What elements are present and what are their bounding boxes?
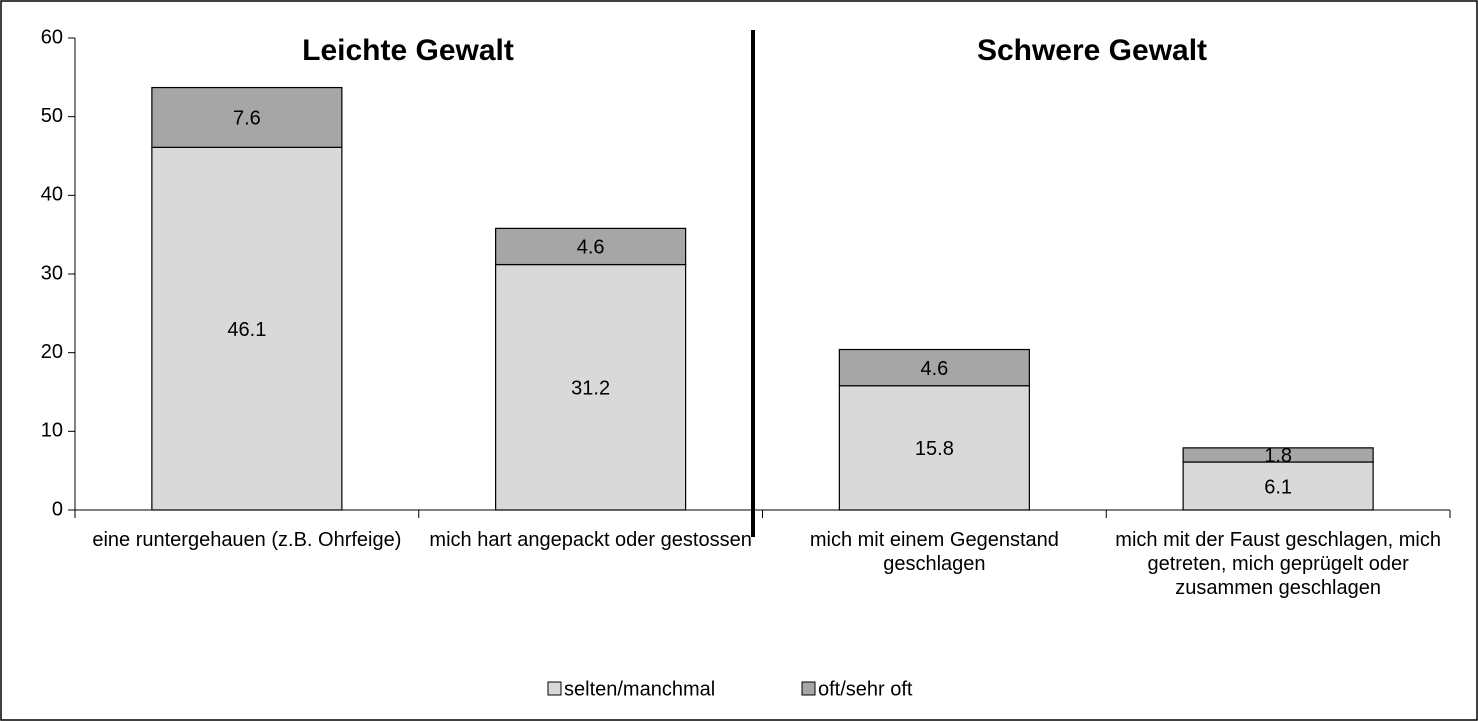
x-tick-label: eine runtergehauen (z.B. Ohrfeige) bbox=[92, 529, 402, 551]
x-tick-label: mich mit einem Gegenstand geschlagen bbox=[809, 529, 1059, 575]
x-tick-label: mich hart angepackt oder gestossen bbox=[429, 529, 752, 551]
data-label: 7.6 bbox=[233, 108, 261, 130]
y-tick-label: 50 bbox=[41, 105, 63, 127]
y-tick-label: 0 bbox=[52, 498, 63, 520]
annotation: Schwere Gewalt bbox=[977, 34, 1207, 67]
legend-label: selten/manchmal bbox=[564, 678, 715, 700]
legend-marker bbox=[801, 681, 816, 696]
data-label: 1.8 bbox=[1264, 445, 1292, 467]
data-label: 4.6 bbox=[577, 237, 605, 259]
legend-label: oft/sehr oft bbox=[818, 678, 913, 700]
bar-segment bbox=[1182, 461, 1374, 511]
bar-segment bbox=[495, 227, 687, 266]
y-tick-label: 40 bbox=[41, 184, 63, 206]
y-tick-label: 10 bbox=[41, 420, 63, 442]
bar-segment bbox=[838, 385, 1030, 511]
data-label: 4.6 bbox=[920, 358, 948, 380]
data-label: 46.1 bbox=[227, 319, 266, 341]
data-label: 15.8 bbox=[915, 438, 954, 460]
bar-segment bbox=[1182, 447, 1374, 463]
annotation: Leichte Gewalt bbox=[302, 34, 514, 67]
y-tick-label: 30 bbox=[41, 262, 63, 284]
data-label: 6.1 bbox=[1264, 476, 1292, 498]
data-label: 31.2 bbox=[571, 378, 610, 400]
y-tick-label: 20 bbox=[41, 341, 63, 363]
bar-segment bbox=[151, 86, 343, 148]
bar-segment bbox=[495, 263, 687, 511]
bar-segment bbox=[151, 146, 343, 511]
legend-marker bbox=[547, 681, 562, 696]
y-tick-label: 60 bbox=[41, 26, 63, 48]
x-tick-label: mich mit der Faust geschlagen, mich getr… bbox=[1115, 529, 1441, 599]
bar-segment bbox=[838, 348, 1030, 387]
